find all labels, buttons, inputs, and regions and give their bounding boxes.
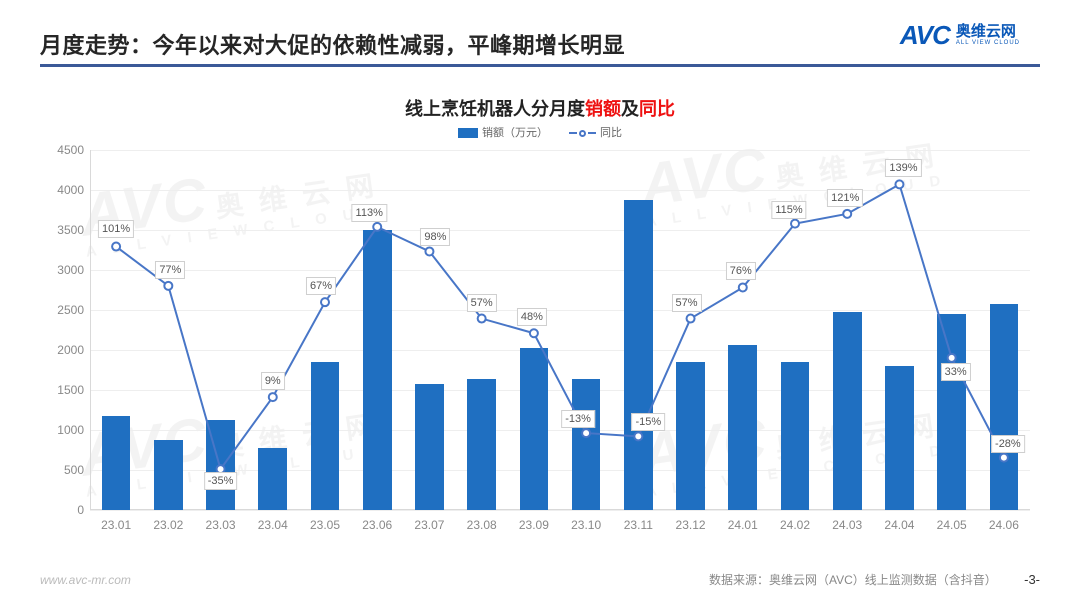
- x-axis-tick: 24.05: [937, 518, 967, 532]
- x-axis-tick: 24.04: [884, 518, 914, 532]
- data-source: 数据来源：奥维云网（AVC）线上监测数据（含抖音）: [709, 573, 997, 587]
- data-label: 33%: [941, 363, 971, 381]
- legend-line-label: 同比: [600, 127, 622, 139]
- data-label: 98%: [420, 228, 450, 246]
- chart-area: 05001000150020002500300035004000450023.0…: [40, 150, 1040, 538]
- title-underline: [40, 64, 1040, 67]
- data-label: 121%: [827, 189, 863, 207]
- x-axis-tick: 23.09: [519, 518, 549, 532]
- x-axis-tick: 23.01: [101, 518, 131, 532]
- data-label: 9%: [261, 372, 285, 390]
- y-axis-tick: 4500: [42, 143, 84, 157]
- data-label: 48%: [517, 308, 547, 326]
- data-label: 139%: [885, 159, 921, 177]
- data-label: -13%: [561, 410, 595, 428]
- x-axis-tick: 24.06: [989, 518, 1019, 532]
- data-label: 57%: [672, 294, 702, 312]
- y-axis-tick: 1000: [42, 423, 84, 437]
- logo-text-sub: ALL VIEW CLOUD: [956, 40, 1020, 46]
- y-axis-tick: 1500: [42, 383, 84, 397]
- data-label: 57%: [467, 294, 497, 312]
- header: 月度走势：今年以来对大促的依赖性减弱，平峰期增长明显: [40, 28, 1040, 60]
- slide-root: { "header": { "title": "月度走势：今年以来对大促的依赖性…: [0, 0, 1080, 608]
- x-axis-tick: 24.01: [728, 518, 758, 532]
- source-url: www.avc-mr.com: [40, 573, 131, 587]
- x-axis-tick: 23.08: [467, 518, 497, 532]
- y-axis-tick: 4000: [42, 183, 84, 197]
- chart-plot: 05001000150020002500300035004000450023.0…: [90, 150, 1030, 510]
- x-axis-tick: 23.04: [258, 518, 288, 532]
- y-axis-tick: 3000: [42, 263, 84, 277]
- logo-text-cn: 奥维云网: [956, 24, 1020, 40]
- x-axis-tick: 23.12: [676, 518, 706, 532]
- data-label: -35%: [204, 472, 238, 490]
- y-axis-tick: 2500: [42, 303, 84, 317]
- data-label: -15%: [631, 413, 665, 431]
- y-axis-tick: 0: [42, 503, 84, 517]
- x-axis-tick: 23.10: [571, 518, 601, 532]
- x-axis-tick: 23.02: [153, 518, 183, 532]
- legend-bar-label: 销额（万元）: [482, 127, 548, 139]
- page-number: -3-: [1024, 572, 1040, 587]
- legend-bar-swatch: [458, 128, 478, 138]
- x-axis-tick: 23.05: [310, 518, 340, 532]
- line-series: [90, 150, 1030, 510]
- data-label: 77%: [155, 261, 185, 279]
- logo-text-en: AVC: [900, 20, 950, 51]
- chart-title: 线上烹饪机器人分月度销额及同比: [0, 95, 1080, 121]
- data-label: -28%: [991, 435, 1025, 453]
- x-axis-tick: 23.11: [624, 518, 653, 532]
- x-axis-tick: 24.03: [832, 518, 862, 532]
- brand-logo: AVC 奥维云网 ALL VIEW CLOUD: [900, 20, 1020, 51]
- data-label: 101%: [98, 220, 134, 238]
- x-axis-tick: 24.02: [780, 518, 810, 532]
- grid-line: [90, 510, 1030, 511]
- data-label: 67%: [306, 277, 336, 295]
- chart-legend: 销额（万元） 同比: [0, 124, 1080, 140]
- x-axis-tick: 23.06: [362, 518, 392, 532]
- page-title: 月度走势：今年以来对大促的依赖性减弱，平峰期增长明显: [40, 28, 1040, 60]
- x-axis-tick: 23.07: [414, 518, 444, 532]
- y-axis-tick: 500: [42, 463, 84, 477]
- y-axis-tick: 3500: [42, 223, 84, 237]
- data-label: 113%: [352, 204, 387, 222]
- legend-line-swatch: [569, 130, 596, 137]
- data-label: 76%: [726, 262, 756, 280]
- x-axis-tick: 23.03: [206, 518, 236, 532]
- data-label: 115%: [771, 201, 806, 219]
- footer: www.avc-mr.com 数据来源：奥维云网（AVC）线上监测数据（含抖音）…: [40, 571, 1040, 588]
- y-axis-tick: 2000: [42, 343, 84, 357]
